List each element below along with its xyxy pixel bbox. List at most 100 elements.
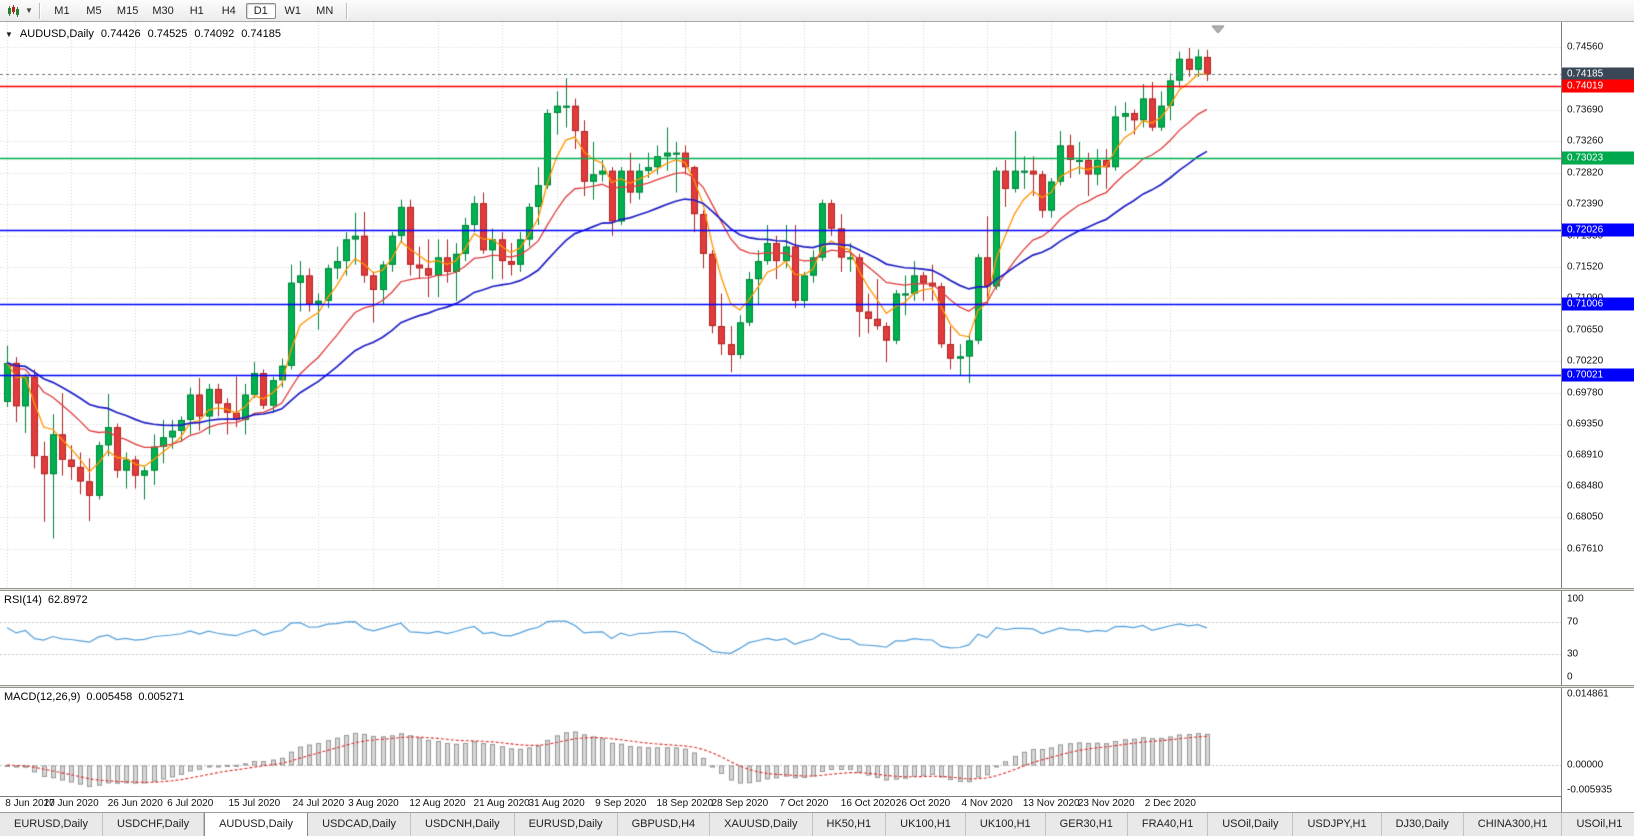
price-grid-label: 0.68480 — [1567, 480, 1604, 492]
timeframe-button-D1[interactable]: D1 — [245, 2, 276, 19]
price-grid-label: 0.70220 — [1567, 355, 1604, 367]
macd-indicator-label: MACD(12,26,9) 0.005458 0.005271 — [4, 691, 184, 703]
chart-tab-GER30-H1[interactable]: GER30,H1 — [1045, 813, 1128, 836]
panel-splitter[interactable] — [0, 685, 1634, 688]
time-axis[interactable]: 8 Jun 2020 17 Jun 2020 26 Jun 2020 6 Jul 20… — [0, 796, 1561, 812]
chart-tab-DJ30-Daily[interactable]: DJ30,Daily — [1381, 813, 1464, 836]
price-grid-label: 0.73260 — [1567, 135, 1604, 147]
price-grid-label: 0.69780 — [1567, 387, 1604, 399]
macd-signal-value: 0.005271 — [138, 691, 185, 703]
date-label: 3 Aug 2020 — [348, 798, 399, 809]
price-level-badge-blue-1: 0.72026 — [1562, 223, 1634, 237]
rsi-indicator-canvas[interactable] — [0, 591, 1561, 685]
chart-tab-UK100-H1[interactable]: UK100,H1 — [965, 813, 1046, 836]
price-level-badge-green: 0.73023 — [1562, 151, 1634, 165]
price-grid-label: 0.68050 — [1567, 511, 1604, 523]
chart-type-icon[interactable] — [4, 4, 23, 18]
date-label: 4 Nov 2020 — [961, 798, 1013, 809]
toolbar-separator — [345, 2, 348, 19]
chart-tab-AUDUSD-Daily[interactable]: AUDUSD,Daily — [204, 813, 309, 836]
price-scale[interactable]: 0.745600.741300.736900.732600.728200.723… — [1561, 22, 1634, 812]
timeframe-button-M1[interactable]: M1 — [54, 4, 70, 17]
date-label: 12 Aug 2020 — [409, 798, 466, 809]
timeframe-button-H1[interactable]: H1 — [189, 4, 204, 17]
current-price-badge: 0.74185 — [1562, 67, 1634, 81]
date-label: 28 Sep 2020 — [711, 798, 769, 809]
price-grid-label: 0.68910 — [1567, 449, 1604, 461]
price-level-badge-blue-3: 0.70021 — [1562, 368, 1634, 382]
price-level-badge-blue-2: 0.71006 — [1562, 297, 1634, 311]
macd-indicator-canvas[interactable] — [0, 688, 1561, 796]
macd-name: MACD(12,26,9) — [4, 691, 81, 703]
timeframe-button-M30[interactable]: M30 — [152, 4, 174, 17]
timeframe-button-M5[interactable]: M5 — [86, 4, 102, 17]
chart-tab-USDCAD-Daily[interactable]: USDCAD,Daily — [308, 813, 412, 836]
chart-tab-UK100-H1[interactable]: UK100,H1 — [886, 813, 966, 836]
chart-tab-FRA40-H1[interactable]: FRA40,H1 — [1127, 813, 1209, 836]
macd-main-value: 0.005458 — [86, 691, 133, 703]
timeframe-button-M15[interactable]: M15 — [116, 4, 139, 17]
chart-tab-GBPUSD-H4[interactable]: GBPUSD,H4 — [617, 813, 711, 836]
date-label: 18 Sep 2020 — [656, 798, 714, 809]
rsi-axis-label: 70 — [1567, 616, 1579, 628]
chart-tab-USDCNH-Daily[interactable]: USDCNH,Daily — [411, 813, 515, 836]
symbol-name: AUDUSD,Daily — [19, 28, 94, 40]
timeframe-button-H4[interactable]: H4 — [221, 4, 236, 17]
date-label: 21 Aug 2020 — [473, 798, 530, 809]
price-grid-label: 0.71520 — [1567, 261, 1604, 273]
chart-type-dropdown-icon[interactable]: ▼ — [25, 5, 33, 15]
price-grid-label: 0.73690 — [1567, 104, 1604, 116]
date-label: 16 Oct 2020 — [840, 798, 896, 809]
chart-tab-CHINA300-H1[interactable]: CHINA300,H1 — [1463, 813, 1563, 836]
ohlc-high: 0.74525 — [147, 28, 188, 40]
price-grid-label: 0.72820 — [1567, 167, 1604, 179]
rsi-axis-label: 0 — [1567, 671, 1573, 683]
one-click-trading-icon[interactable]: ▼ — [5, 29, 13, 39]
price-grid-label: 0.67610 — [1567, 543, 1604, 555]
chart-tab-USDCHF-Daily[interactable]: USDCHF,Daily — [102, 813, 205, 836]
date-label: 31 Aug 2020 — [528, 798, 585, 809]
date-label: 26 Oct 2020 — [895, 798, 951, 809]
macd-axis-label: 0.00000 — [1567, 759, 1604, 771]
macd-axis-label: -0.005935 — [1567, 784, 1613, 796]
timeframe-button-MN[interactable]: MN — [316, 4, 334, 17]
chart-tab-EURUSD-Daily[interactable]: EURUSD,Daily — [0, 813, 103, 836]
chart-tab-EURUSD-Daily[interactable]: EURUSD,Daily — [514, 813, 618, 836]
ohlc-close: 0.74185 — [241, 28, 281, 40]
date-label: 23 Nov 2020 — [1077, 798, 1135, 809]
date-label: 2 Dec 2020 — [1144, 798, 1196, 809]
date-label: 17 Jun 2020 — [43, 798, 99, 809]
chart-tab-XAUUSD-Daily[interactable]: XAUUSD,Daily — [710, 813, 813, 836]
date-label: 9 Sep 2020 — [595, 798, 647, 809]
price-grid-label: 0.72390 — [1567, 198, 1604, 210]
price-grid-label: 0.70650 — [1567, 324, 1604, 336]
candlestick-chart-icon — [8, 4, 19, 17]
rsi-name: RSI(14) — [4, 594, 42, 606]
price-chart-canvas[interactable] — [0, 22, 1561, 588]
date-label: 6 Jul 2020 — [167, 798, 214, 809]
date-label: 26 Jun 2020 — [107, 798, 163, 809]
price-grid-label: 0.69350 — [1567, 418, 1604, 430]
chart-tab-USOil-H1[interactable]: USOil,H1 — [1562, 813, 1634, 836]
timeframe-button-group: M1 M5 M15 M30 H1 H4 D1 W1 MN — [47, 2, 340, 19]
price-grid-label: 0.74560 — [1567, 41, 1604, 53]
rsi-indicator-label: RSI(14) 62.8972 — [4, 594, 88, 606]
chart-tab-HK50-H1[interactable]: HK50,H1 — [812, 813, 887, 836]
macd-axis-label: 0.014861 — [1567, 688, 1609, 700]
rsi-value: 62.8972 — [47, 594, 88, 606]
rsi-axis-label: 30 — [1567, 648, 1579, 660]
chart-tabs-strip: EURUSD,Daily USDCHF,Daily AUDUSD,Daily USDC… — [0, 813, 1634, 836]
chart-area: ▼ AUDUSD,Daily 0.74426 0.74525 0.74092 0… — [0, 22, 1634, 812]
timeframe-button-W1[interactable]: W1 — [284, 4, 301, 17]
chart-tab-USOil-Daily[interactable]: USOil,Daily — [1208, 813, 1294, 836]
ohlc-low: 0.74092 — [194, 28, 235, 40]
price-level-badge-red: 0.74019 — [1562, 79, 1634, 93]
date-label: 13 Nov 2020 — [1022, 798, 1080, 809]
date-label: 24 Jul 2020 — [292, 798, 345, 809]
panel-splitter[interactable] — [0, 588, 1634, 591]
timeframes-toolbar: ▼ M1 M5 M15 M30 H1 H4 D1 W1 MN — [0, 0, 1634, 22]
rsi-axis-label: 100 — [1567, 593, 1584, 605]
chart-tab-USDJPY-H1[interactable]: USDJPY,H1 — [1293, 813, 1382, 836]
date-label: 8 Jun 2020 — [5, 798, 55, 809]
